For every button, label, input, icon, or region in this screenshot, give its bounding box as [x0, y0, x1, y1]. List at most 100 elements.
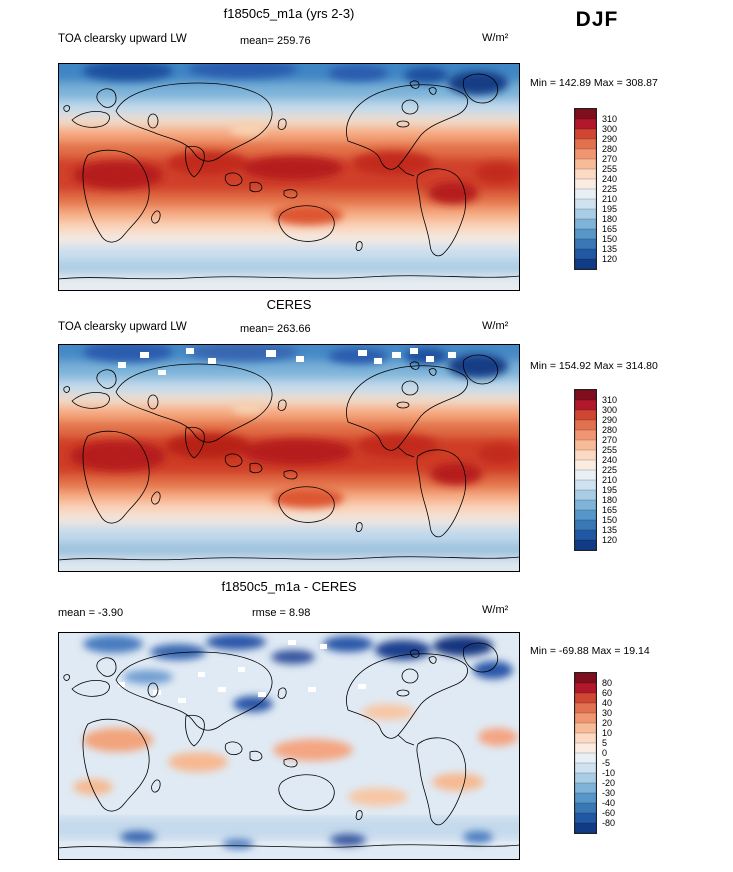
colorbar-tick: 80 [602, 678, 613, 688]
colorbar-swatch [575, 129, 596, 139]
colorbar-tick: 10 [602, 728, 613, 738]
colorbar-swatch [575, 693, 596, 703]
colorbar-swatch [575, 259, 596, 269]
colorbar-tick: 300 [602, 124, 618, 134]
colorbar-swatch [575, 520, 596, 530]
colorbar-swatch [575, 119, 596, 129]
coastlines [58, 73, 520, 280]
colorbar-swatch [575, 199, 596, 209]
missing-data-speckles [118, 640, 366, 703]
colorbar-swatch [575, 753, 596, 763]
coastlines [58, 354, 520, 561]
panel3-mean-label: mean = -3.90 [58, 607, 124, 619]
colorbar-tick: 270 [602, 154, 618, 164]
colorbar-tick: 180 [602, 495, 618, 505]
colorbar-swatch [575, 673, 596, 683]
colorbar-swatch [575, 723, 596, 733]
colorbar-swatch [575, 713, 596, 723]
panel1-title: f1850c5_m1a (yrs 2-3) [223, 6, 355, 21]
missing-data-speckles [118, 348, 456, 375]
colorbar-swatches [574, 389, 597, 551]
colorbar-tick: 210 [602, 194, 618, 204]
colorbar-tick: 290 [602, 415, 618, 425]
colorbar-tick: 290 [602, 134, 618, 144]
colorbar-tick: 255 [602, 445, 618, 455]
colorbar-swatch [575, 823, 596, 833]
panel3-colorbar: 80 60 40 30 20 10 5 0 -5 -10 -20 -30 -40… [574, 672, 615, 834]
panel2-mean-label: mean= 263.66 [240, 323, 311, 335]
colorbar-tick: 120 [602, 254, 618, 264]
colorbar-tick: 5 [602, 738, 608, 748]
colorbar-swatch [575, 440, 596, 450]
colorbar-swatch [575, 773, 596, 783]
colorbar-swatches [574, 108, 597, 270]
colorbar-tick: 300 [602, 405, 618, 415]
panel1-variable-label: TOA clearsky upward LW [58, 33, 187, 45]
colorbar-swatch [575, 400, 596, 410]
colorbar-swatch [575, 169, 596, 179]
colorbar-tick: -40 [602, 798, 616, 808]
colorbar-swatch [575, 803, 596, 813]
colorbar-tick: 280 [602, 425, 618, 435]
colorbar-tick-labels: 310 300 290 280 270 255 240 225 210 195 … [602, 108, 617, 264]
panel2-title: CERES [266, 297, 312, 312]
colorbar-swatch [575, 490, 596, 500]
colorbar-swatch [575, 480, 596, 490]
colorbar-tick: 255 [602, 164, 618, 174]
colorbar-tick: 310 [602, 114, 618, 124]
colorbar-swatch [575, 430, 596, 440]
colorbar-tick: 165 [602, 505, 618, 515]
colorbar-swatch [575, 500, 596, 510]
colorbar-swatch [575, 793, 596, 803]
colorbar-tick: 30 [602, 708, 613, 718]
colorbar-swatch [575, 219, 596, 229]
panel1-colorbar: 310 300 290 280 270 255 240 225 210 195 … [574, 108, 617, 270]
colorbar-tick: 225 [602, 465, 618, 475]
colorbar-swatch [575, 209, 596, 219]
colorbar-tick: 270 [602, 435, 618, 445]
panel3-title: f1850c5_m1a - CERES [221, 579, 357, 594]
colorbar-tick-labels: 310 300 290 280 270 255 240 225 210 195 … [602, 389, 617, 545]
colorbar-swatch [575, 460, 596, 470]
colorbar-swatch [575, 159, 596, 169]
colorbar-tick: -5 [602, 758, 611, 768]
colorbar-tick: 180 [602, 214, 618, 224]
panel3-units-label: W/m² [482, 604, 509, 616]
panel2-colorbar: 310 300 290 280 270 255 240 225 210 195 … [574, 389, 617, 551]
colorbar-tick: -20 [602, 778, 616, 788]
colorbar-tick: 40 [602, 698, 613, 708]
coastlines [58, 642, 520, 849]
colorbar-tick: 240 [602, 455, 618, 465]
colorbar-swatch [575, 139, 596, 149]
colorbar-swatches [574, 672, 597, 834]
colorbar-tick: -30 [602, 788, 616, 798]
colorbar-tick: 0 [602, 748, 608, 758]
panel3-difference-map [58, 632, 520, 860]
colorbar-tick: 195 [602, 485, 618, 495]
colorbar-swatch [575, 450, 596, 460]
colorbar-swatch [575, 683, 596, 693]
panel3-minmax-label: Min = -69.88 Max = 19.14 [530, 645, 650, 657]
colorbar-swatch [575, 390, 596, 400]
colorbar-tick: -60 [602, 808, 616, 818]
colorbar-tick: 210 [602, 475, 618, 485]
panel3-rmse-label: rmse = 8.98 [252, 607, 311, 619]
colorbar-swatch [575, 470, 596, 480]
colorbar-swatch [575, 410, 596, 420]
panel2-variable-label: TOA clearsky upward LW [58, 321, 187, 333]
panel2-units-label: W/m² [482, 320, 509, 332]
colorbar-tick: 165 [602, 224, 618, 234]
colorbar-swatch [575, 813, 596, 823]
colorbar-tick: -10 [602, 768, 616, 778]
colorbar-swatch [575, 733, 596, 743]
colorbar-tick: 310 [602, 395, 618, 405]
colorbar-tick: 120 [602, 535, 618, 545]
colorbar-swatch [575, 249, 596, 259]
panel2-map [58, 344, 520, 572]
colorbar-tick: 20 [602, 718, 613, 728]
season-label: DJF [575, 8, 619, 31]
colorbar-tick: 280 [602, 144, 618, 154]
colorbar-tick: 150 [602, 515, 618, 525]
colorbar-swatch [575, 783, 596, 793]
